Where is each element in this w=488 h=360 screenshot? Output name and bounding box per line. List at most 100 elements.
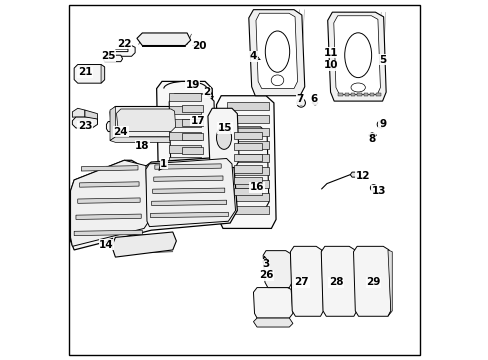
Polygon shape [344,93,348,96]
Polygon shape [74,230,142,235]
Text: 7: 7 [296,94,303,104]
Text: 24: 24 [113,127,128,136]
Polygon shape [182,133,203,140]
Polygon shape [227,154,268,162]
Text: 16: 16 [249,182,264,192]
Polygon shape [116,109,175,132]
Polygon shape [169,119,201,127]
Text: 12: 12 [355,171,369,181]
Text: 25: 25 [101,51,115,61]
Polygon shape [227,193,268,201]
Text: 17: 17 [190,116,205,126]
Circle shape [296,99,305,107]
Text: 14: 14 [99,239,114,249]
Text: 8: 8 [367,134,375,144]
Polygon shape [311,101,317,105]
Polygon shape [224,127,268,211]
Polygon shape [153,176,223,181]
Text: 20: 20 [192,41,206,50]
Polygon shape [110,137,182,142]
Polygon shape [216,96,276,228]
Polygon shape [227,102,268,110]
Polygon shape [169,93,201,101]
Ellipse shape [350,83,365,92]
Text: 13: 13 [371,186,386,196]
Polygon shape [227,128,268,136]
Polygon shape [376,93,380,96]
Circle shape [330,63,335,68]
Ellipse shape [216,126,231,149]
Text: 28: 28 [328,277,343,287]
Polygon shape [182,105,203,112]
Polygon shape [156,81,214,193]
Polygon shape [151,200,226,206]
Circle shape [336,48,342,55]
Polygon shape [150,212,228,218]
Polygon shape [145,158,235,226]
Circle shape [376,121,384,128]
Polygon shape [110,45,135,56]
Text: 27: 27 [294,277,308,287]
Polygon shape [290,246,323,316]
Polygon shape [353,246,390,316]
Text: 23: 23 [78,121,92,131]
Text: 3: 3 [262,259,269,269]
Polygon shape [328,64,336,68]
Polygon shape [387,250,391,316]
Polygon shape [80,182,139,187]
Text: 22: 22 [117,39,131,49]
Text: 29: 29 [366,277,380,287]
Polygon shape [327,12,386,101]
Polygon shape [169,94,215,182]
Polygon shape [234,132,261,139]
Polygon shape [338,93,342,96]
Polygon shape [169,132,201,140]
Text: 9: 9 [378,120,386,129]
Polygon shape [234,165,261,172]
Polygon shape [227,180,268,188]
Polygon shape [106,122,137,132]
Polygon shape [321,246,356,316]
Polygon shape [72,108,85,117]
Polygon shape [255,13,297,89]
Text: 11: 11 [323,48,337,58]
Text: 10: 10 [323,60,337,70]
Text: 21: 21 [78,67,92,77]
Polygon shape [137,33,190,45]
Polygon shape [101,64,104,83]
Polygon shape [78,198,140,203]
Ellipse shape [344,33,371,78]
Text: 6: 6 [310,94,317,104]
Polygon shape [234,143,261,150]
Polygon shape [85,110,97,119]
Polygon shape [234,188,261,195]
Polygon shape [369,93,374,96]
Polygon shape [227,167,268,175]
Text: 4: 4 [249,51,257,61]
Polygon shape [357,93,361,96]
Polygon shape [152,188,224,193]
Circle shape [369,133,374,138]
Polygon shape [333,16,380,95]
Text: 5: 5 [378,55,386,65]
Polygon shape [182,161,203,167]
Polygon shape [72,117,97,128]
Circle shape [298,101,303,105]
Polygon shape [76,214,141,220]
Ellipse shape [265,31,289,72]
Polygon shape [169,106,201,114]
Text: 19: 19 [185,80,199,90]
Polygon shape [110,107,115,140]
Polygon shape [367,134,376,137]
Text: 1: 1 [160,159,167,169]
Text: 18: 18 [135,141,149,151]
Text: 26: 26 [258,270,273,280]
Ellipse shape [271,75,283,86]
Polygon shape [234,154,261,161]
Polygon shape [182,119,203,126]
Polygon shape [263,251,292,288]
Polygon shape [74,64,104,83]
Polygon shape [70,160,147,246]
Text: 15: 15 [217,123,231,133]
Polygon shape [207,108,239,167]
